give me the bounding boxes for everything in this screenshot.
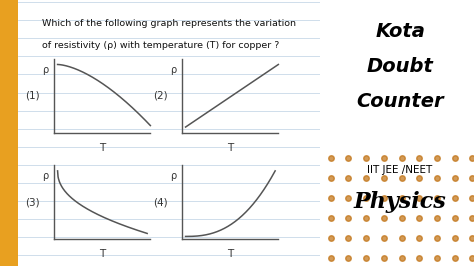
Text: ρ: ρ	[170, 171, 176, 181]
Text: T: T	[227, 143, 234, 153]
Text: T: T	[99, 143, 106, 153]
Bar	[0, 0, 18, 266]
Text: ρ: ρ	[170, 65, 176, 75]
Text: Physics: Physics	[354, 191, 447, 213]
Text: (4): (4)	[153, 197, 167, 207]
Text: (3): (3)	[25, 197, 39, 207]
Text: Doubt: Doubt	[366, 57, 434, 76]
Text: ρ: ρ	[42, 65, 48, 75]
Text: ρ: ρ	[42, 171, 48, 181]
Text: (1): (1)	[25, 91, 39, 101]
Text: (2): (2)	[153, 91, 167, 101]
Text: Kota: Kota	[375, 22, 425, 41]
Text: of resistivity (ρ) with temperature (T) for copper ?: of resistivity (ρ) with temperature (T) …	[42, 41, 279, 50]
Text: IIT JEE /NEET: IIT JEE /NEET	[367, 165, 433, 175]
Text: T: T	[227, 249, 234, 259]
Text: Counter: Counter	[356, 92, 444, 111]
Text: T: T	[99, 249, 106, 259]
Text: Which of the following graph represents the variation: Which of the following graph represents …	[42, 19, 296, 28]
